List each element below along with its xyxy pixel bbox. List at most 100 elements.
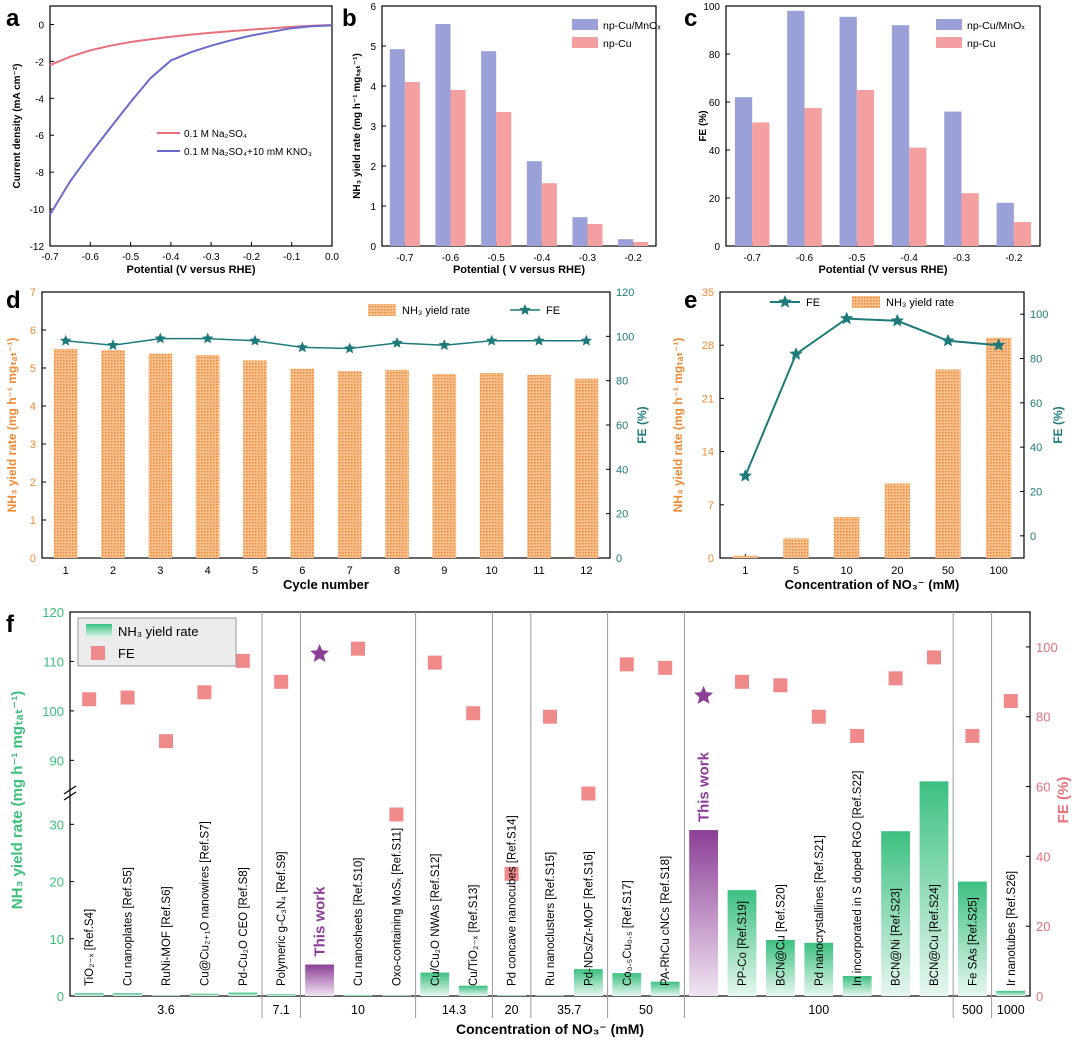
bar-label: Cu nanosheets [Ref.S10]: [353, 858, 365, 987]
y-tick-label-right: 40: [1030, 442, 1042, 454]
fe-marker: [773, 678, 788, 693]
bar: [919, 781, 949, 996]
fe-star: [202, 332, 214, 344]
fe-star: [107, 339, 119, 351]
x-tick-label: 6: [299, 565, 305, 577]
x-tick-label: -0.7: [744, 253, 762, 264]
y-tick-label: 0: [30, 553, 36, 565]
fe-marker: [82, 692, 97, 707]
fe-marker: [1003, 694, 1018, 709]
y-tick-label: 60: [709, 98, 721, 109]
y-tick-label-right: 0: [616, 553, 622, 565]
x-axis-label: Potential (V versus RHE): [127, 264, 256, 276]
x-tick-label: -0.2: [243, 252, 261, 263]
legend-label: np-Cu/MnOₓ: [603, 20, 661, 32]
y-tick-label: 4: [370, 82, 376, 93]
bar-label: BCN@Ni [Ref.S23]: [891, 888, 903, 986]
fe-marker: [888, 671, 903, 686]
legend-label: 0.1 M Na₂SO₄: [184, 129, 247, 140]
y-tick-label: 4: [30, 401, 36, 413]
fe-star: [789, 347, 803, 360]
y-tick-label: 110: [43, 654, 64, 669]
fe-marker: [504, 866, 519, 881]
group-label: 7.1: [273, 1003, 290, 1017]
bar: [243, 360, 267, 558]
bar: [783, 538, 809, 558]
bar: [732, 555, 758, 558]
bar: [113, 993, 142, 996]
y-tick-label: -10: [30, 205, 45, 216]
bar-label: Pd-NDs/Zr-MOF [Ref.S16]: [583, 851, 595, 986]
x-tick-label: -0.6: [442, 253, 460, 264]
x-tick-label: -0.2: [625, 253, 643, 264]
fe-star: [154, 332, 166, 344]
bar: [228, 992, 258, 996]
bar: [944, 111, 962, 246]
y-tick-label: 100: [42, 704, 64, 719]
bar: [958, 881, 987, 996]
bar-label: Cu@Cu₂₊₁O nanowires [Ref.S7]: [199, 821, 211, 986]
fe-marker: [389, 807, 404, 822]
bar: [804, 942, 834, 996]
y-tick-label: 3: [30, 439, 36, 451]
bar: [481, 51, 497, 247]
bar: [572, 217, 588, 246]
fe-star: [738, 469, 752, 482]
fe-star: [992, 338, 1006, 351]
bar-label: This work: [696, 751, 713, 822]
bar: [526, 161, 542, 246]
panel-label: a: [6, 5, 20, 32]
legend-label: np-Cu: [603, 38, 632, 50]
y-tick-label: 7: [30, 287, 36, 299]
series-line: [49, 24, 333, 67]
bar-label: TiO₂₋ₓ [Ref.S4]: [84, 909, 96, 986]
y-tick-label: 0: [57, 989, 64, 1004]
bar: [195, 355, 220, 558]
y-tick-label-right: 100: [1030, 309, 1048, 321]
bar: [266, 994, 296, 996]
x-axis-label: Cycle number: [283, 577, 369, 592]
x-tick-label: 20: [891, 565, 903, 577]
bar: [450, 90, 466, 246]
bar: [884, 483, 910, 558]
y-tick-label: 0: [708, 553, 714, 565]
y-tick-label: 0: [38, 20, 44, 31]
y-tick-label: 6: [30, 325, 36, 337]
x-tick-label: 3: [157, 565, 163, 577]
group-label: 100: [808, 1003, 829, 1017]
bar: [541, 183, 557, 246]
bar-label: RuNi-MOF [Ref.S6]: [161, 886, 173, 986]
bar: [766, 939, 795, 996]
bar: [574, 969, 603, 996]
bar: [305, 964, 334, 996]
x-tick-label: 2: [110, 565, 116, 577]
bar: [151, 995, 181, 996]
bar: [650, 981, 680, 996]
bar: [458, 985, 488, 996]
x-tick-label: 50: [942, 565, 954, 577]
bar: [996, 202, 1014, 246]
fe-line: [744, 317, 999, 477]
bar: [727, 890, 757, 996]
y-tick-label-right: 80: [1036, 710, 1050, 725]
y-tick-label-right: 100: [1036, 640, 1058, 655]
bar: [53, 349, 78, 558]
bar: [74, 993, 104, 996]
legend-star: [519, 304, 531, 315]
fe-star: [438, 339, 450, 351]
y-axis-label: NH₃ yield rate (mg h⁻¹ mgₜₐₜ⁻¹): [9, 691, 26, 909]
fe-marker: [811, 709, 826, 724]
bar: [587, 224, 603, 246]
y-tick-label-right: 20: [1030, 487, 1042, 499]
y-tick-label-right: 60: [1030, 398, 1042, 410]
fe-star: [344, 342, 356, 354]
x-tick-label: 5: [252, 565, 258, 577]
y-tick-label-right: 80: [1030, 354, 1042, 366]
bar: [996, 990, 1026, 996]
x-tick-label: -0.7: [41, 252, 59, 263]
bar: [479, 372, 504, 558]
group-label: 10: [351, 1003, 365, 1017]
bar-label: PP-Co [Ref.S19]: [737, 901, 749, 986]
bar: [385, 369, 409, 558]
